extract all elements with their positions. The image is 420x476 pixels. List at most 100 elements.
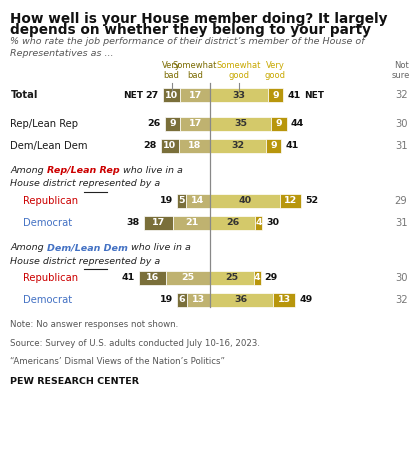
Text: 12: 12: [284, 197, 297, 205]
Text: Republican: Republican: [23, 196, 78, 206]
Text: 25: 25: [182, 274, 195, 282]
Text: 33: 33: [232, 91, 245, 99]
Text: Dem/Lean Dem: Dem/Lean Dem: [10, 140, 88, 151]
Bar: [177, 194, 186, 208]
Text: NET: NET: [304, 91, 324, 99]
Bar: [268, 88, 283, 102]
Text: How well is your House member doing? It largely: How well is your House member doing? It …: [10, 12, 388, 26]
Text: House district represented by a: House district represented by a: [10, 179, 176, 188]
Text: Not
sure: Not sure: [392, 60, 410, 80]
Bar: [273, 293, 295, 307]
Text: 6: 6: [179, 296, 185, 304]
Text: NET: NET: [123, 91, 143, 99]
Text: 52: 52: [305, 197, 318, 205]
Bar: [144, 216, 173, 230]
Text: 41: 41: [287, 91, 301, 99]
Text: 49: 49: [299, 296, 313, 304]
Text: “Americans’ Dismal Views of the Nation’s Politics”: “Americans’ Dismal Views of the Nation’s…: [10, 357, 226, 367]
Text: % who rate the job performance of their district’s member of the House of
Repres: % who rate the job performance of their …: [10, 37, 365, 58]
Text: 38: 38: [126, 218, 139, 227]
Text: 29: 29: [265, 274, 278, 282]
Bar: [166, 271, 210, 285]
Text: depends on whether they belong to your party: depends on whether they belong to your p…: [10, 23, 372, 37]
Bar: [187, 293, 210, 307]
Text: 19: 19: [160, 197, 173, 205]
Text: 31: 31: [395, 218, 407, 228]
Bar: [210, 271, 254, 285]
Bar: [139, 271, 166, 285]
Text: 10: 10: [165, 91, 178, 99]
Text: 17: 17: [189, 119, 202, 128]
Text: 9: 9: [169, 119, 176, 128]
Text: 13: 13: [192, 296, 205, 304]
Text: 10: 10: [163, 141, 176, 150]
Text: Somewhat
good: Somewhat good: [217, 60, 261, 80]
Bar: [210, 293, 273, 307]
Text: 17: 17: [152, 218, 165, 227]
Text: 4: 4: [255, 218, 262, 227]
Bar: [186, 194, 210, 208]
Text: 14: 14: [191, 197, 205, 205]
Text: 9: 9: [270, 141, 277, 150]
Text: 13: 13: [278, 296, 291, 304]
Text: Among: Among: [10, 243, 47, 252]
Text: Source: Survey of U.S. adults conducted July 10-16, 2023.: Source: Survey of U.S. adults conducted …: [10, 339, 260, 348]
Text: House district represented by a: House district represented by a: [10, 257, 173, 266]
Text: 35: 35: [234, 119, 247, 128]
Text: 44: 44: [291, 119, 304, 128]
Bar: [254, 271, 260, 285]
Bar: [255, 216, 262, 230]
Text: 36: 36: [235, 296, 248, 304]
Bar: [210, 139, 266, 153]
Text: 30: 30: [395, 119, 407, 129]
Text: 31: 31: [395, 140, 407, 151]
Text: 26: 26: [147, 119, 160, 128]
Text: Democrat: Democrat: [23, 295, 72, 305]
Text: who live in a: who live in a: [128, 243, 191, 252]
Text: 16: 16: [146, 274, 159, 282]
Bar: [180, 117, 210, 131]
Text: 27: 27: [145, 91, 159, 99]
Text: 32: 32: [231, 141, 244, 150]
Bar: [163, 88, 180, 102]
Bar: [271, 117, 287, 131]
Text: Very
bad: Very bad: [162, 60, 181, 80]
Text: 40: 40: [238, 197, 252, 205]
Bar: [210, 88, 268, 102]
Bar: [178, 139, 210, 153]
Text: Very
good: Very good: [265, 60, 286, 80]
Bar: [210, 117, 271, 131]
Text: Dem/Lean Dem: Dem/Lean Dem: [47, 243, 128, 252]
Text: 41: 41: [121, 274, 134, 282]
Text: 5: 5: [178, 197, 184, 205]
Text: 26: 26: [226, 218, 239, 227]
Text: Among: Among: [10, 166, 47, 175]
Text: 17: 17: [189, 91, 202, 99]
Text: 30: 30: [395, 273, 407, 283]
Text: 9: 9: [272, 91, 279, 99]
Text: Rep/Lean Rep: Rep/Lean Rep: [10, 119, 79, 129]
Text: Note: No answer responses not shown.: Note: No answer responses not shown.: [10, 320, 179, 329]
Bar: [161, 139, 178, 153]
Bar: [180, 88, 210, 102]
Text: 9: 9: [276, 119, 282, 128]
Text: 18: 18: [188, 141, 201, 150]
Text: Democrat: Democrat: [23, 218, 72, 228]
Bar: [173, 216, 210, 230]
Text: Republican: Republican: [23, 273, 78, 283]
Text: 19: 19: [160, 296, 173, 304]
Text: Rep/Lean Rep: Rep/Lean Rep: [47, 166, 120, 175]
Text: 32: 32: [395, 295, 407, 305]
Bar: [165, 117, 180, 131]
Text: 32: 32: [395, 90, 407, 100]
Text: 25: 25: [225, 274, 239, 282]
Bar: [210, 216, 255, 230]
Text: 30: 30: [266, 218, 279, 227]
Text: Total: Total: [10, 90, 38, 100]
Bar: [210, 194, 280, 208]
Text: 28: 28: [144, 141, 157, 150]
Text: Somewhat
bad: Somewhat bad: [173, 60, 218, 80]
Bar: [266, 139, 281, 153]
Bar: [177, 293, 187, 307]
Bar: [280, 194, 301, 208]
